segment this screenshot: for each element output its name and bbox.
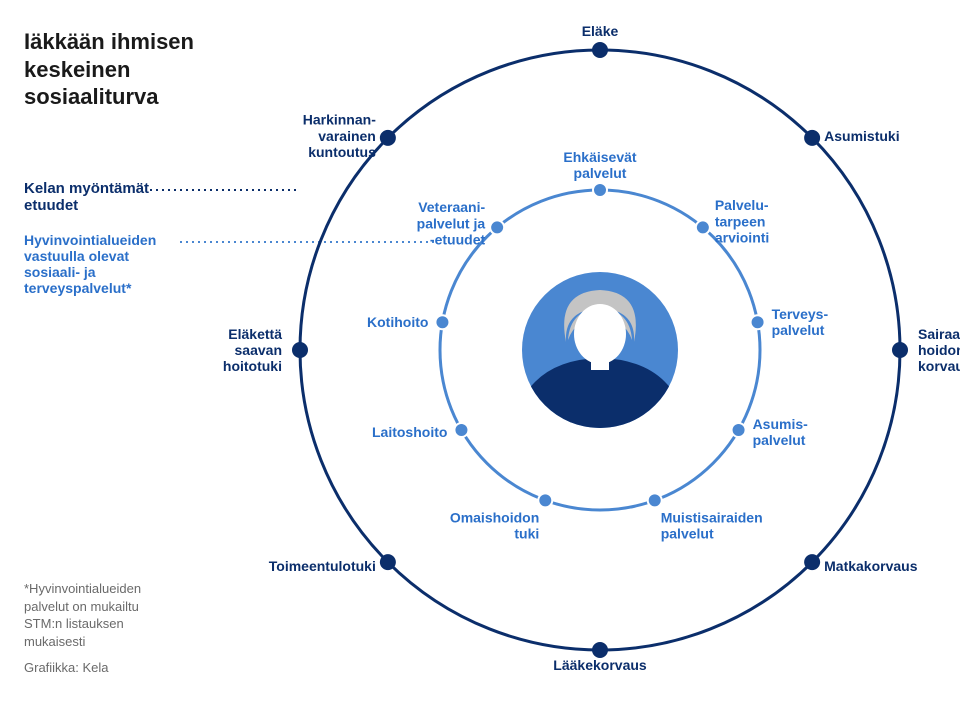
outer-node-dot xyxy=(380,554,396,570)
inner-node-label: Kotihoito xyxy=(367,314,428,330)
outer-node-dot xyxy=(804,130,820,146)
outer-node-dot xyxy=(892,342,908,358)
outer-node-label: Toimeentulotuki xyxy=(269,558,376,574)
inner-node-label: Ehkäisevätpalvelut xyxy=(563,149,636,181)
inner-node-dot xyxy=(751,315,765,329)
inner-node-label: Palvelu-tarpeenarviointi xyxy=(715,197,769,245)
outer-node-label: Matkakorvaus xyxy=(824,558,918,574)
outer-node-label: Sairaan-hoidonkorvaus xyxy=(918,326,960,374)
inner-node-label: Terveys-palvelut xyxy=(772,306,829,338)
outer-node-dot xyxy=(804,554,820,570)
inner-node-dot xyxy=(490,220,504,234)
outer-node-dot xyxy=(292,342,308,358)
inner-node-dot xyxy=(648,493,662,507)
inner-node-dot xyxy=(593,183,607,197)
inner-node-dot xyxy=(696,220,710,234)
inner-node-label: Asumis-palvelut xyxy=(753,416,809,448)
outer-node-label: Asumistuki xyxy=(824,128,899,144)
inner-node-dot xyxy=(732,423,746,437)
outer-node-dot xyxy=(592,42,608,58)
inner-node-dot xyxy=(454,423,468,437)
outer-node-dot xyxy=(592,642,608,658)
outer-node-label: Eläkettäsaavanhoitotuki xyxy=(223,326,282,374)
inner-node-label: Veteraani-palvelut ja-etuudet xyxy=(417,199,486,247)
person-icon xyxy=(510,272,690,440)
inner-node-label: Omaishoidontuki xyxy=(450,509,539,541)
inner-node-label: Muistisairaidenpalvelut xyxy=(661,509,763,541)
outer-node-label: Eläke xyxy=(582,23,619,39)
outer-node-label: Harkinnan-varainenkuntoutus xyxy=(303,112,376,160)
inner-node-dot xyxy=(435,315,449,329)
inner-node-dot xyxy=(538,493,552,507)
outer-node-dot xyxy=(380,130,396,146)
diagram-svg: Eläke Asumistuki Sairaan-hoidonkorvaus Matk… xyxy=(0,0,960,704)
inner-node-label: Laitoshoito xyxy=(372,424,447,440)
outer-node-label: Lääkekorvaus xyxy=(553,657,647,673)
